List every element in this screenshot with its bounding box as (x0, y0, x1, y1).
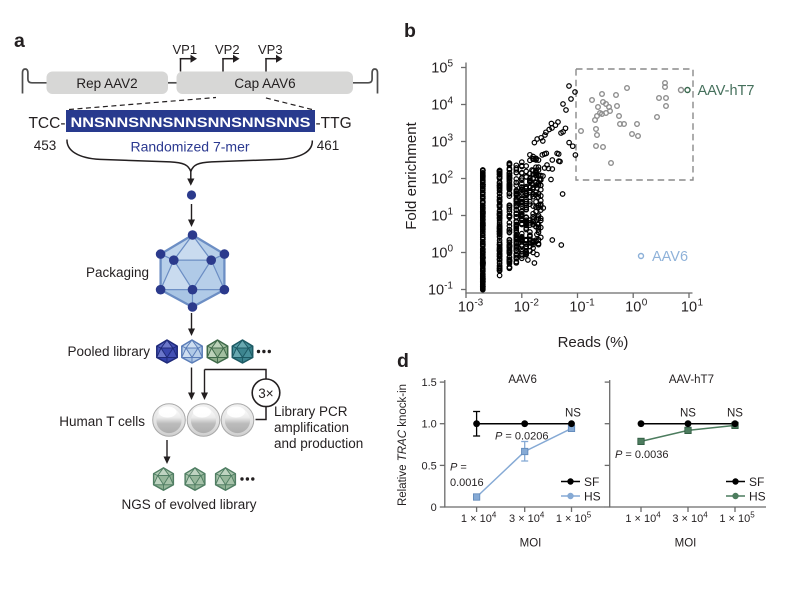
svg-text:Reads (%): Reads (%) (558, 334, 629, 351)
svg-text:461: 461 (317, 138, 340, 153)
svg-text:3 × 104: 3 × 104 (672, 511, 708, 526)
svg-text:HS: HS (749, 490, 766, 504)
svg-text:1 × 105: 1 × 105 (719, 511, 755, 526)
svg-text:Library PCR: Library PCR (274, 404, 348, 419)
svg-text:-3: -3 (474, 298, 483, 309)
svg-text:AAV6: AAV6 (508, 374, 537, 386)
svg-text:MOI: MOI (675, 538, 697, 550)
svg-text:1 × 104: 1 × 104 (461, 511, 497, 526)
svg-text:0.0016: 0.0016 (450, 477, 484, 489)
svg-text:0.5: 0.5 (422, 460, 437, 472)
svg-text:MOI: MOI (520, 538, 542, 550)
svg-text:NS: NS (727, 408, 743, 420)
svg-text:1: 1 (698, 298, 704, 309)
svg-text:NNSNNSNNSNNSNNSNNSNNS: NNSNNSNNSNNSNNSNNSNNS (71, 114, 311, 130)
svg-text:d: d (397, 350, 409, 372)
svg-text:1 × 105: 1 × 105 (556, 511, 592, 526)
svg-text:10: 10 (514, 300, 530, 316)
svg-text:NS: NS (680, 408, 696, 420)
svg-text:Fold enrichment: Fold enrichment (403, 121, 420, 229)
svg-text:NS: NS (565, 408, 581, 420)
svg-text:P = 0.0036: P = 0.0036 (615, 449, 669, 461)
svg-text:Pooled library: Pooled library (67, 344, 150, 359)
svg-text:P =: P = (450, 462, 467, 474)
svg-text:10: 10 (458, 300, 474, 316)
svg-text:AAV6: AAV6 (652, 249, 688, 265)
svg-text:-TTG: -TTG (316, 115, 352, 132)
svg-text:Cap AAV6: Cap AAV6 (234, 76, 295, 91)
svg-text:10: 10 (681, 300, 697, 316)
svg-text:HS: HS (584, 490, 601, 504)
svg-text:AAV-hT7: AAV-hT7 (669, 374, 714, 386)
svg-text:3 × 104: 3 × 104 (509, 511, 545, 526)
svg-text:0: 0 (431, 502, 437, 514)
svg-text:10: 10 (625, 300, 641, 316)
svg-text:NGS of evolved library: NGS of evolved library (121, 497, 256, 512)
svg-text:VP2: VP2 (215, 42, 240, 57)
svg-text:and production: and production (274, 436, 363, 451)
svg-text:SF: SF (749, 475, 764, 489)
svg-text:b: b (404, 20, 416, 42)
svg-text:amplification: amplification (274, 420, 349, 435)
svg-text:1.5: 1.5 (422, 377, 437, 389)
svg-text:Randomized 7-mer: Randomized 7-mer (130, 139, 249, 155)
svg-text:VP1: VP1 (173, 42, 198, 57)
svg-text:Packaging: Packaging (86, 265, 149, 280)
svg-text:0: 0 (642, 298, 648, 309)
svg-text:a: a (14, 30, 25, 52)
svg-text:1 × 104: 1 × 104 (625, 511, 661, 526)
svg-text:AAV-hT7: AAV-hT7 (698, 83, 755, 99)
svg-text:10: 10 (569, 300, 585, 316)
svg-text:1.0: 1.0 (422, 419, 437, 431)
svg-text:SF: SF (584, 475, 599, 489)
svg-text:3×: 3× (258, 386, 273, 401)
svg-text:P = 0.0206: P = 0.0206 (495, 431, 549, 443)
svg-text:Rep AAV2: Rep AAV2 (76, 76, 137, 91)
svg-text:453: 453 (34, 138, 57, 153)
svg-text:VP3: VP3 (258, 42, 283, 57)
svg-text:-1: -1 (586, 298, 595, 309)
svg-text:-2: -2 (530, 298, 539, 309)
svg-text:Human T cells: Human T cells (59, 414, 145, 429)
svg-text:TCC-: TCC- (28, 115, 65, 132)
svg-text:Relative TRAC knock-in: Relative TRAC knock-in (397, 384, 409, 506)
